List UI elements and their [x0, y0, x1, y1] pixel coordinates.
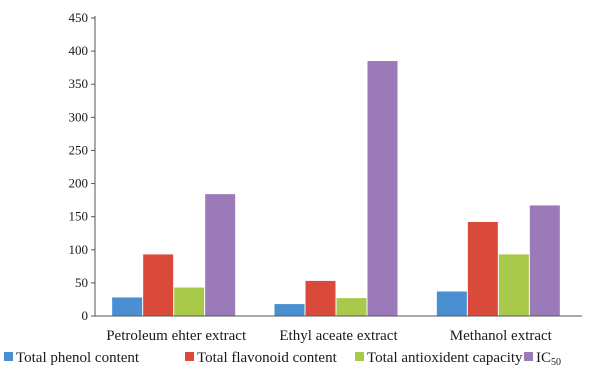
- legend-swatch: [4, 352, 13, 361]
- bar-2-2: [498, 254, 529, 316]
- bar-2-0: [174, 287, 205, 316]
- x-category-label: Petroleum ehter extract: [106, 328, 247, 344]
- legend-swatch: [524, 352, 533, 361]
- y-tick-label: 400: [69, 43, 89, 58]
- legend-label: Total flavonoid content: [197, 350, 338, 366]
- bar-3-2: [529, 205, 560, 316]
- bar-1-2: [467, 221, 498, 316]
- bar-1-0: [143, 254, 174, 316]
- bar-1-1: [305, 280, 336, 316]
- legend-swatch: [185, 352, 194, 361]
- legend-label: Total phenol content: [16, 350, 140, 366]
- x-category-label: Ethyl aceate extract: [279, 328, 398, 344]
- bar-2-1: [336, 298, 367, 316]
- legend-label: IC50: [536, 350, 561, 368]
- bar-0-0: [112, 297, 143, 316]
- bar-0-1: [274, 304, 305, 316]
- y-tick-label: 150: [69, 209, 89, 224]
- legend-label: Total antioxident capacity: [367, 350, 523, 366]
- x-category-label: Methanol extract: [450, 328, 553, 344]
- y-tick-label: 100: [69, 242, 89, 257]
- bar-3-0: [205, 194, 236, 316]
- y-tick-label: 300: [69, 109, 89, 124]
- legend-subscript: 50: [551, 357, 561, 368]
- legend-swatch: [355, 352, 364, 361]
- y-tick-label: 200: [69, 176, 89, 191]
- bars-layer: [112, 61, 560, 316]
- y-tick-label: 50: [75, 275, 88, 290]
- bar-0-2: [436, 291, 467, 316]
- legend: Total phenol content Total flavonoid cont…: [4, 350, 561, 368]
- bar-3-1: [367, 61, 398, 316]
- y-tick-label: 450: [69, 10, 89, 25]
- y-tick-label: 350: [69, 76, 89, 91]
- y-tick-label: 250: [69, 142, 89, 157]
- axes-layer: 0 50 100 150 200 250 300 350 400 450 Petroleum eht…: [69, 10, 582, 344]
- y-tick-label: 0: [82, 308, 89, 323]
